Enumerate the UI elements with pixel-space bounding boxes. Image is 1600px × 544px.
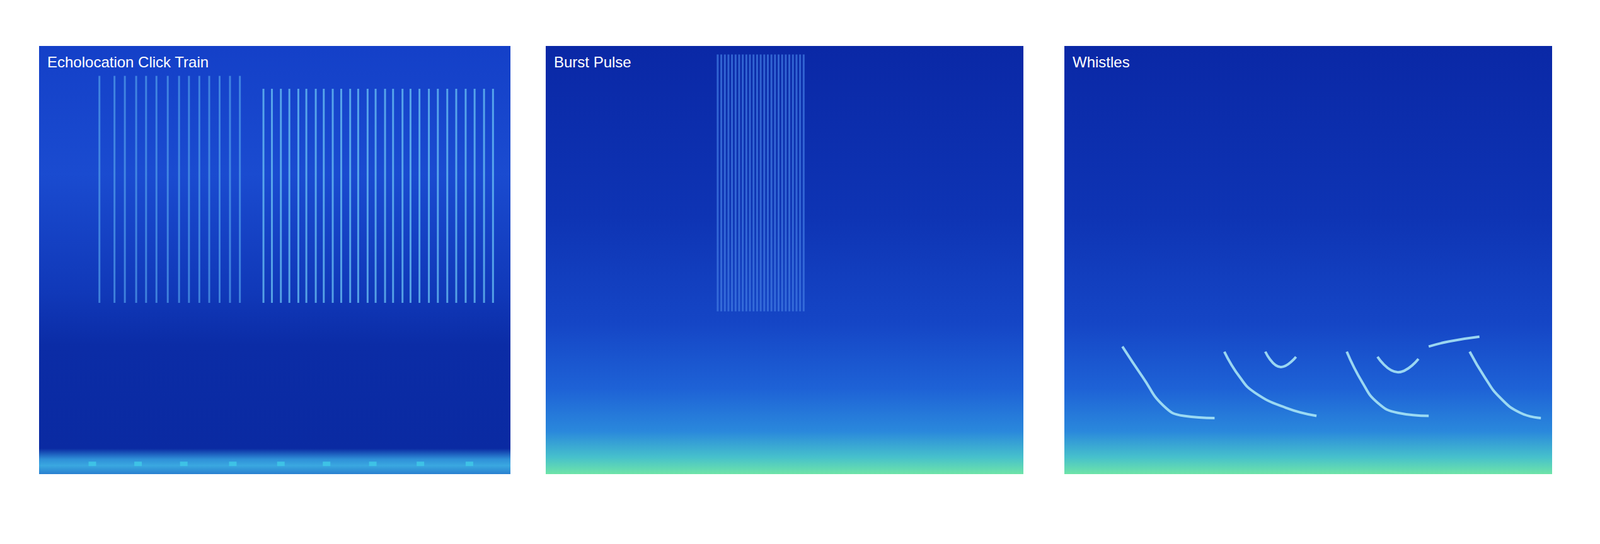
svg-text:Burst Pulse: Burst Pulse — [553, 53, 632, 71]
svg-text:Echolocation Click Train: Echolocation Click Train — [47, 53, 209, 71]
svg-text:Whistles: Whistles — [1072, 53, 1130, 71]
